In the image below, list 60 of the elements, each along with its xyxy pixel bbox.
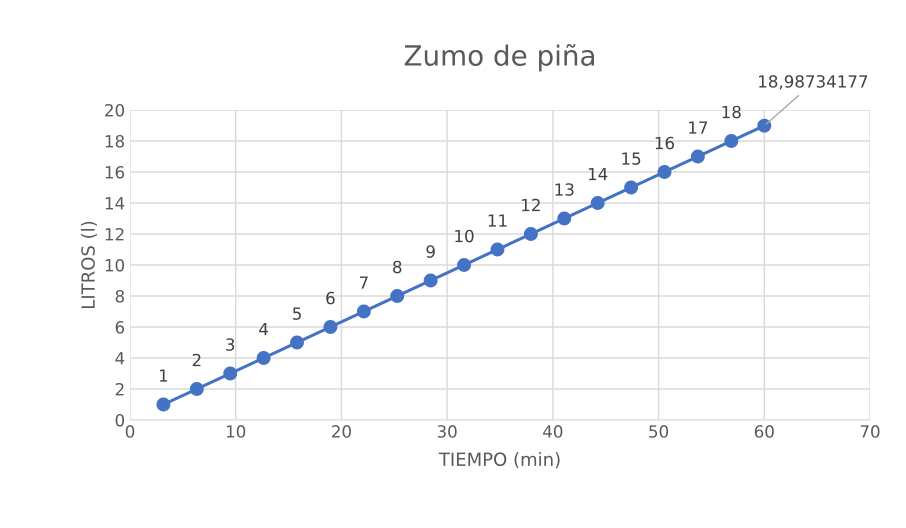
point: [190, 382, 204, 396]
point: [323, 320, 338, 334]
x-tick-label: 0: [126, 425, 134, 438]
point: [390, 289, 404, 303]
data-label: 9: [426, 245, 435, 258]
data-label: 13: [556, 183, 574, 196]
point: [557, 212, 572, 226]
data-label: 5: [293, 307, 301, 320]
data-label: 4: [259, 322, 268, 336]
x-tick-label: 60: [754, 425, 774, 438]
point: [690, 150, 705, 164]
data-label: 15: [622, 152, 640, 165]
x-tick-label: 70: [860, 425, 880, 438]
x-axis-title: TIEMPO (min): [438, 452, 560, 468]
point: [490, 242, 504, 256]
data-label: 12: [522, 198, 540, 212]
data-label: 16: [656, 136, 674, 150]
y-axis-title: LITROS (l): [80, 222, 97, 308]
point: [757, 118, 772, 133]
point: [424, 274, 438, 288]
point: [457, 258, 471, 272]
point: [624, 180, 638, 194]
data-label: 8: [393, 260, 402, 274]
y-tick-label: 6: [116, 320, 124, 334]
point: [724, 134, 738, 148]
x-tick-label: 40: [543, 425, 562, 438]
point: [256, 351, 271, 365]
point: [590, 196, 605, 210]
data-label: 11: [488, 214, 507, 227]
chart-title: Zumo de piña: [404, 44, 594, 72]
x-tick-label: 30: [438, 425, 457, 438]
data-label: 3: [226, 338, 234, 351]
point: [223, 366, 238, 380]
data-label: 18,98734177: [759, 75, 868, 90]
data-label: 18: [722, 106, 741, 118]
y-tick-label: 12: [106, 228, 124, 240]
point: [290, 336, 304, 350]
data-label: 14: [588, 168, 608, 180]
y-tick-label: 10: [106, 258, 124, 272]
point: [524, 227, 538, 241]
y-tick-label: 8: [116, 290, 124, 303]
data-label: 1: [160, 369, 168, 382]
y-tick-label: 2: [116, 382, 124, 396]
y-tick-label: 18: [106, 134, 124, 148]
y-tick-label: 0: [116, 414, 124, 427]
data-label: 6: [326, 292, 335, 304]
x-tick-label: 20: [332, 425, 351, 438]
x-tick-label: 10: [226, 425, 246, 438]
y-tick-label: 16: [106, 166, 124, 179]
point: [658, 165, 672, 179]
x-tick-label: 50: [649, 425, 668, 438]
y-tick-label: 4: [115, 352, 124, 364]
data-label: 7: [360, 276, 368, 289]
y-tick-label: 20: [105, 104, 124, 117]
data-label: 2: [192, 354, 200, 366]
data-label: 17: [689, 121, 708, 134]
y-tick-label: 14: [106, 197, 124, 210]
point: [356, 304, 371, 318]
point: [156, 398, 170, 412]
data-label: 10: [455, 230, 474, 242]
